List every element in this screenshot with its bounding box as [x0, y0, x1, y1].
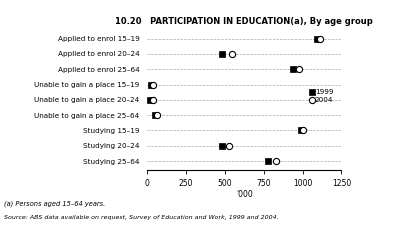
Point: [229, 52, 236, 56]
Point: [154, 113, 160, 117]
Point: [147, 98, 154, 102]
X-axis label: '000: '000: [236, 190, 252, 199]
Point: [150, 98, 156, 102]
Point: [290, 67, 296, 71]
Text: Source: ABS data available on request, Survey of Education and Work, 1999 and 20: Source: ABS data available on request, S…: [4, 215, 279, 220]
Point: [273, 159, 279, 163]
Point: [300, 129, 306, 132]
Point: [265, 159, 272, 163]
Point: [150, 83, 156, 86]
Point: [152, 113, 158, 117]
Point: [314, 37, 320, 40]
Title: 10.20   PARTICIPATION IN EDUCATION(a), By age group: 10.20 PARTICIPATION IN EDUCATION(a), By …: [115, 17, 373, 26]
Point: [218, 144, 225, 148]
Text: 2004: 2004: [315, 97, 333, 103]
Point: [298, 129, 304, 132]
Point: [218, 52, 225, 56]
Text: (a) Persons aged 15–64 years.: (a) Persons aged 15–64 years.: [4, 201, 105, 207]
Text: 1999: 1999: [315, 89, 333, 95]
Point: [148, 83, 154, 86]
Point: [317, 37, 324, 40]
Point: [226, 144, 233, 148]
Point: [309, 90, 315, 94]
Point: [295, 67, 302, 71]
Point: [309, 98, 315, 102]
